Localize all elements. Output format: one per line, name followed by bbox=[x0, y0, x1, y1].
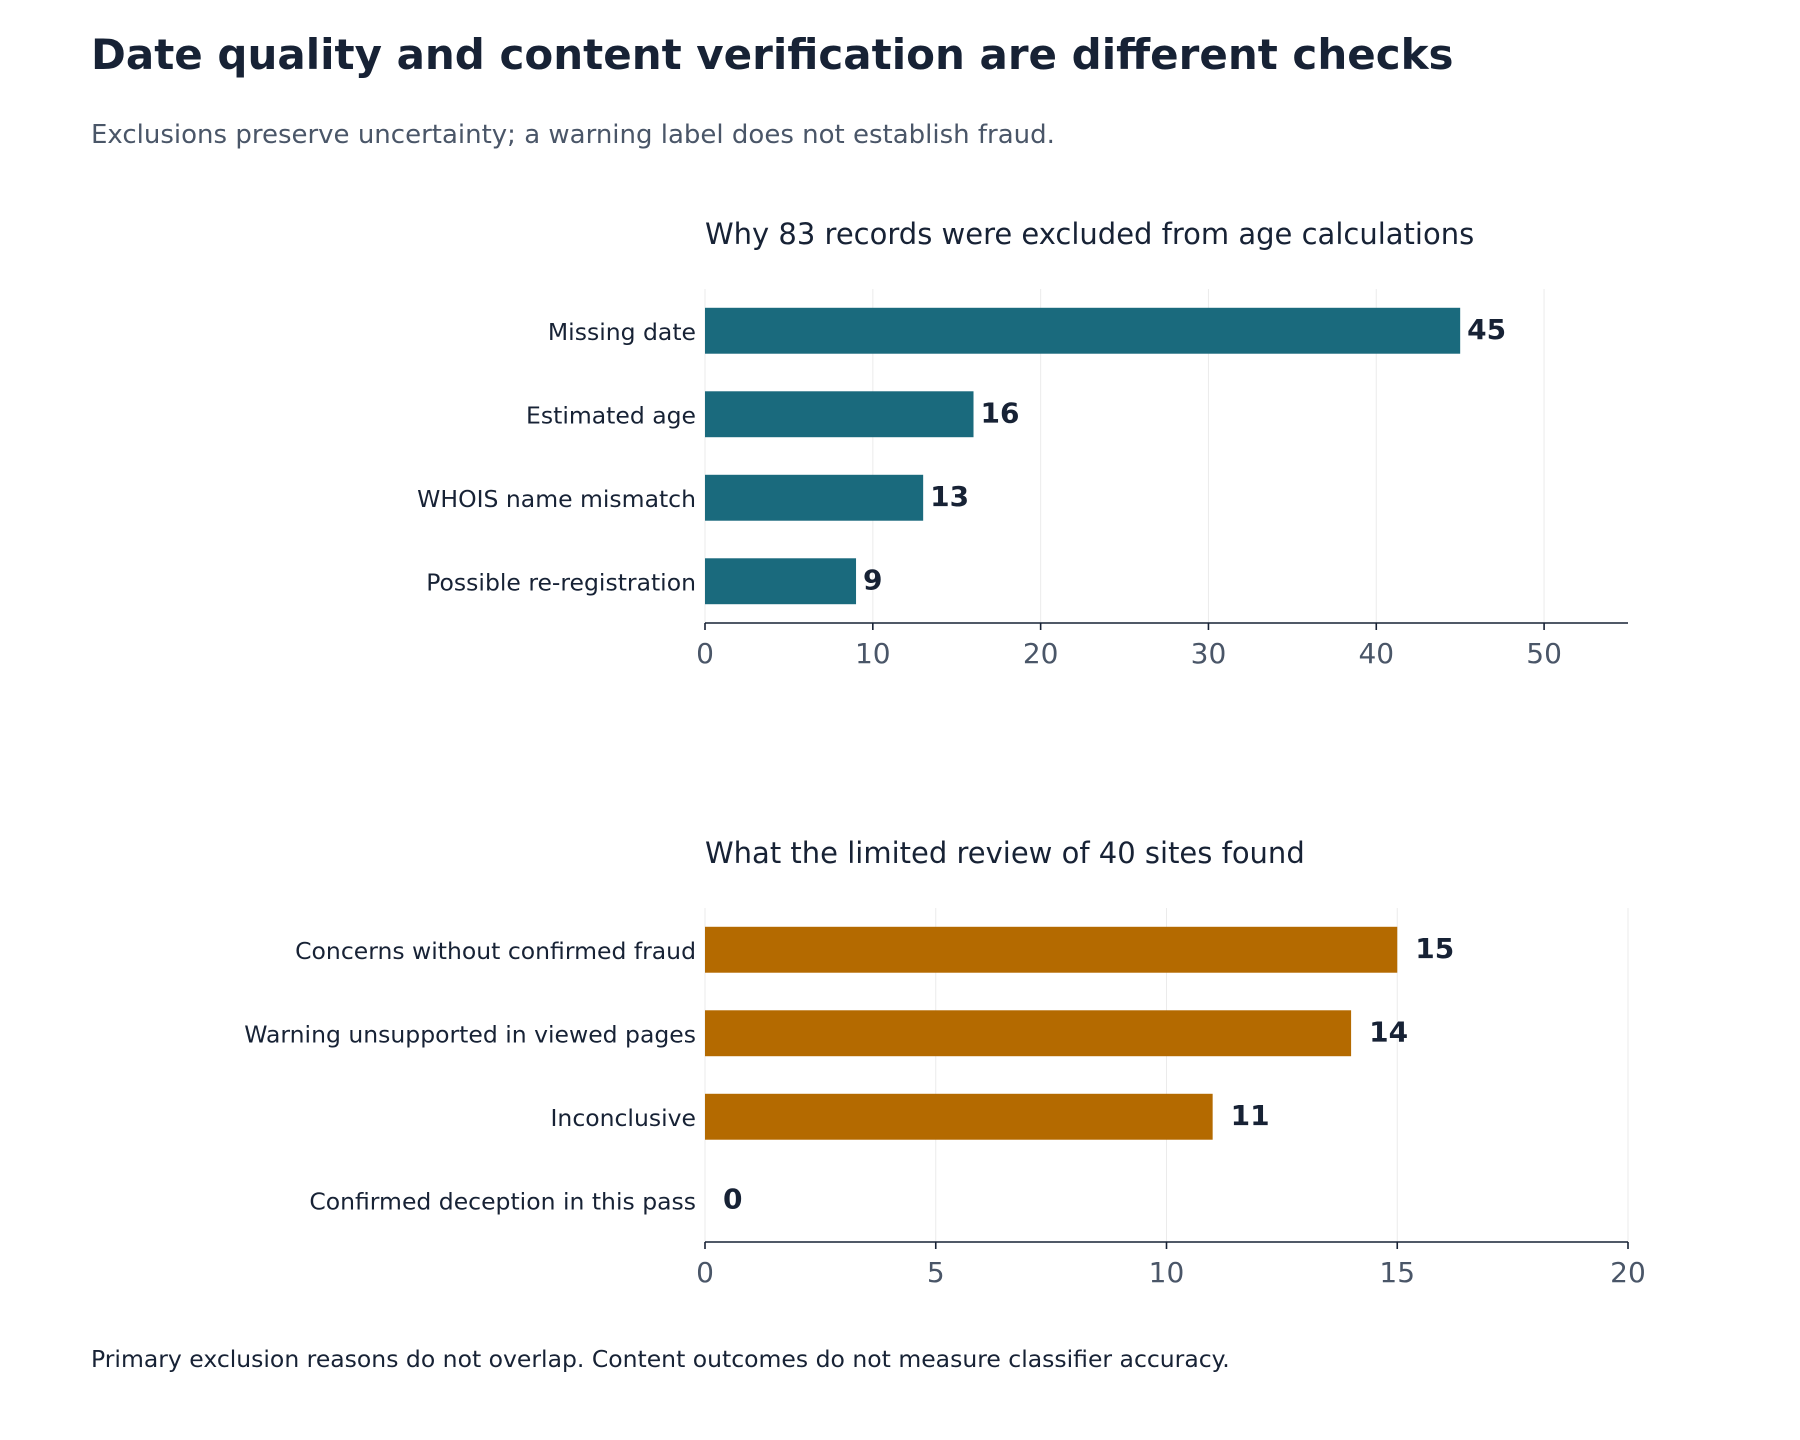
x-tick-label: 20 bbox=[1610, 1256, 1646, 1289]
data-label: 15 bbox=[1415, 932, 1454, 965]
data-label: 0 bbox=[723, 1182, 742, 1215]
bar bbox=[705, 1093, 1213, 1140]
category-label: WHOIS name mismatch bbox=[417, 485, 696, 513]
category-label: Concerns without confirmed fraud bbox=[295, 937, 696, 965]
data-label: 14 bbox=[1369, 1015, 1408, 1048]
bar bbox=[705, 1010, 1352, 1057]
bar bbox=[705, 307, 1461, 354]
page-subtitle: Exclusions preserve uncertainty; a warni… bbox=[91, 120, 1055, 150]
x-tick-label: 5 bbox=[927, 1256, 945, 1289]
category-label: Estimated age bbox=[526, 401, 696, 429]
x-tick-label: 40 bbox=[1358, 637, 1394, 670]
chart-panel-1: Why 83 records were excluded from age ca… bbox=[417, 217, 1628, 670]
page-title: Date quality and content verification ar… bbox=[91, 30, 1454, 79]
x-tick-label: 0 bbox=[696, 637, 714, 670]
chart-2-title: What the limited review of 40 sites foun… bbox=[705, 836, 1305, 870]
x-tick-label: 10 bbox=[855, 637, 891, 670]
category-label: Missing date bbox=[548, 318, 696, 346]
x-tick-label: 10 bbox=[1149, 1256, 1185, 1289]
bar bbox=[705, 391, 974, 438]
x-tick-label: 0 bbox=[696, 1256, 714, 1289]
data-label: 13 bbox=[930, 480, 969, 513]
chart-1-title: Why 83 records were excluded from age ca… bbox=[705, 217, 1474, 251]
data-label: 45 bbox=[1467, 313, 1506, 346]
chart-panel-2: What the limited review of 40 sites foun… bbox=[244, 836, 1646, 1289]
bar bbox=[705, 926, 1398, 973]
category-label: Warning unsupported in viewed pages bbox=[244, 1020, 696, 1048]
x-tick-label: 30 bbox=[1191, 637, 1227, 670]
bar bbox=[705, 474, 924, 521]
footnote: Primary exclusion reasons do not overlap… bbox=[91, 1345, 1230, 1373]
data-label: 16 bbox=[981, 396, 1020, 429]
x-tick-label: 15 bbox=[1379, 1256, 1415, 1289]
data-label: 9 bbox=[863, 563, 882, 596]
data-label: 11 bbox=[1231, 1099, 1270, 1132]
bar bbox=[705, 558, 857, 605]
category-label: Inconclusive bbox=[551, 1104, 697, 1132]
x-tick-label: 20 bbox=[1023, 637, 1059, 670]
category-label: Confirmed deception in this pass bbox=[309, 1187, 696, 1215]
x-tick-label: 50 bbox=[1526, 637, 1562, 670]
category-label: Possible re-registration bbox=[426, 568, 696, 596]
